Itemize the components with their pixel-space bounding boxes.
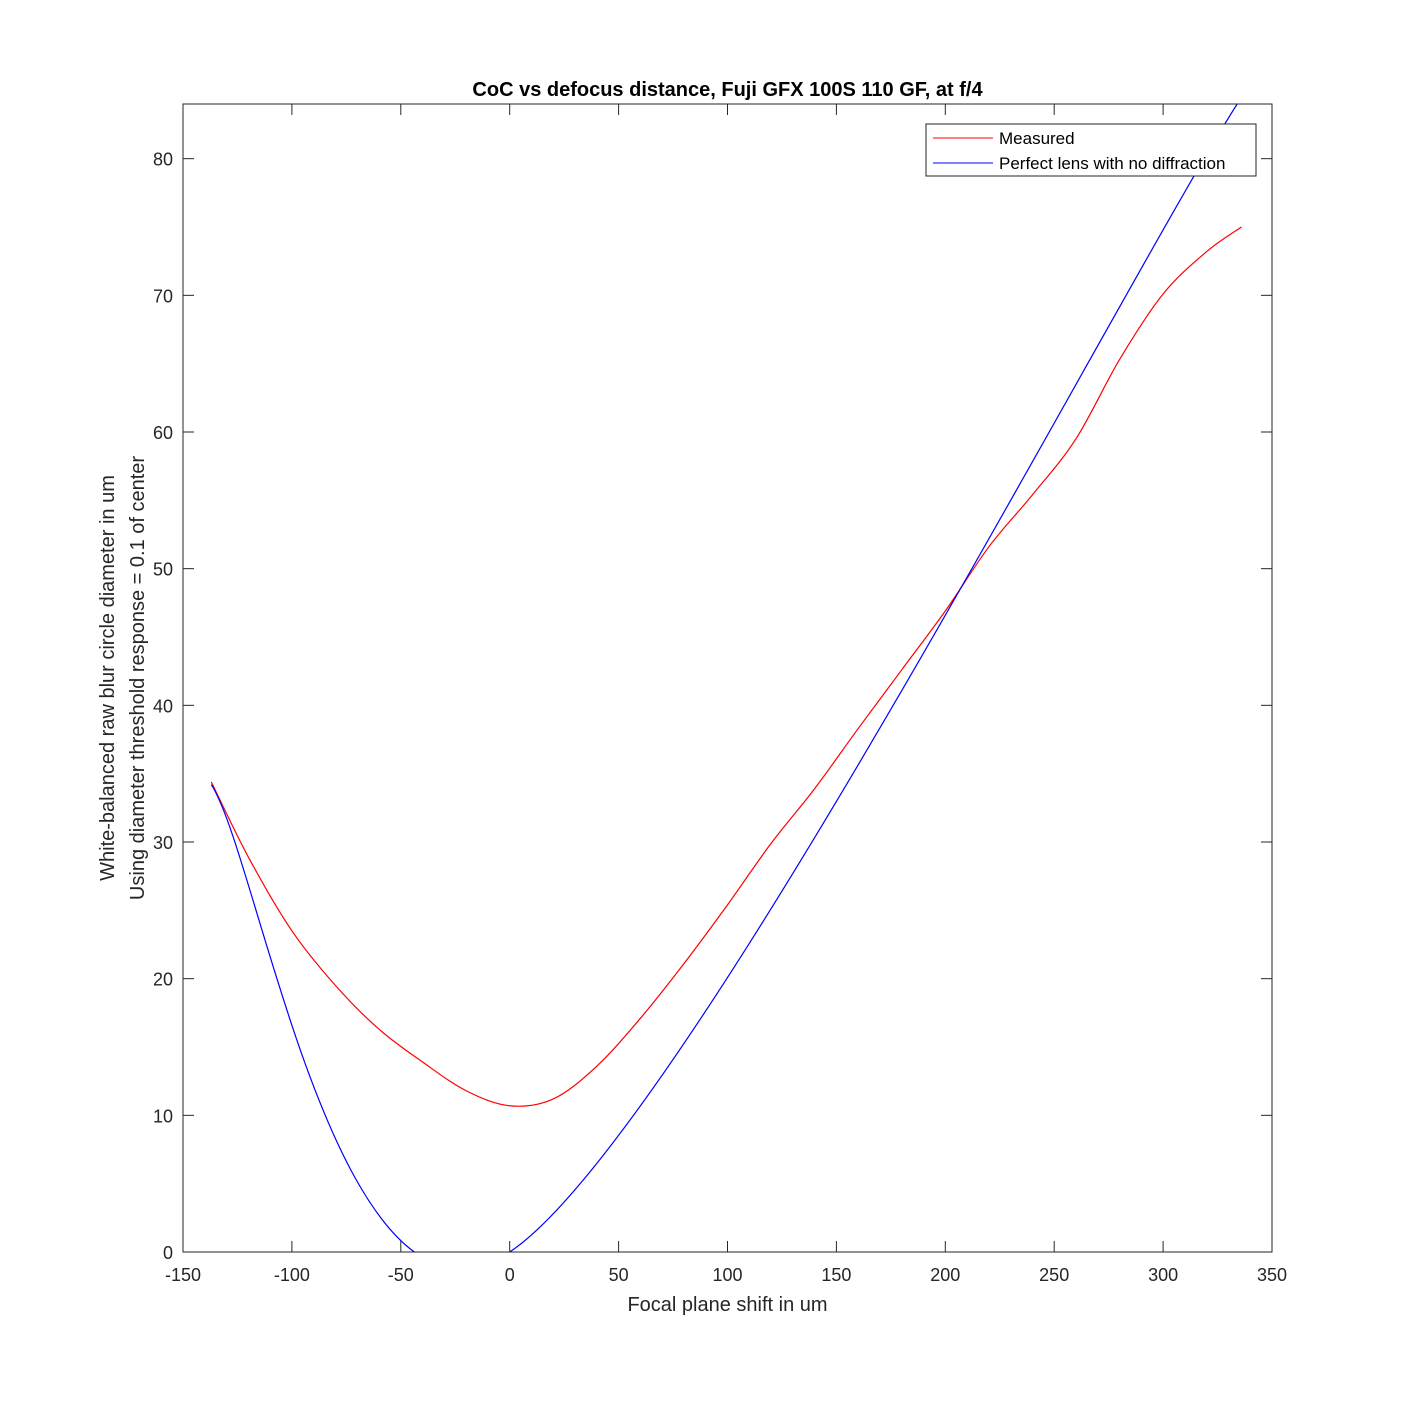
- series-line-0: [210, 226, 1242, 1107]
- y-tick-label: 80: [153, 150, 173, 170]
- x-tick-label: 200: [930, 1265, 960, 1285]
- legend-label-perfect-lens: Perfect lens with no diffraction: [999, 154, 1225, 173]
- y-tick-label: 30: [153, 833, 173, 853]
- x-tick-label: -50: [388, 1265, 414, 1285]
- series-layer: [210, 104, 1242, 1252]
- x-tick-label: 100: [712, 1265, 742, 1285]
- axes-layer: -150 -100 -50 0 50 100 150 200 250 300 350 0 10 20 30 4…: [153, 103, 1287, 1285]
- x-tick-label: 50: [609, 1265, 629, 1285]
- y-tick-label: 60: [153, 423, 173, 443]
- y-axis-label-line-1: White-balanced raw blur circle diameter …: [97, 475, 119, 881]
- x-tick-label: 250: [1039, 1265, 1069, 1285]
- y-tick-label: 50: [153, 560, 173, 580]
- x-axis-label: Focal plane shift in um: [627, 1294, 827, 1316]
- y-tick-label: 20: [153, 970, 173, 990]
- y-axis-label-line-2: Using diameter threshold response = 0.1 …: [127, 456, 149, 900]
- legend-box: [925, 123, 1257, 177]
- legend: Measured Perfect lens with no diffractio…: [925, 123, 1257, 177]
- x-tick-label: -150: [165, 1265, 201, 1285]
- y-tick-label: 0: [163, 1243, 173, 1263]
- y-tick-label: 70: [153, 286, 173, 306]
- legend-label-measured: Measured: [999, 129, 1075, 148]
- x-tick-label: -100: [274, 1265, 310, 1285]
- series-line-1: [210, 104, 1238, 1252]
- y-tick-label: 10: [153, 1106, 173, 1126]
- y-axis-label: White-balanced raw blur circle diameter …: [97, 456, 149, 900]
- x-tick-label: 350: [1257, 1265, 1287, 1285]
- plot-area: [183, 104, 1272, 1252]
- x-tick-label: 0: [505, 1265, 515, 1285]
- chart-title: CoC vs defocus distance, Fuji GFX 100S 1…: [472, 79, 983, 101]
- x-tick-label: 150: [821, 1265, 851, 1285]
- x-tick-label: 300: [1148, 1265, 1178, 1285]
- y-tick-label: 40: [153, 696, 173, 716]
